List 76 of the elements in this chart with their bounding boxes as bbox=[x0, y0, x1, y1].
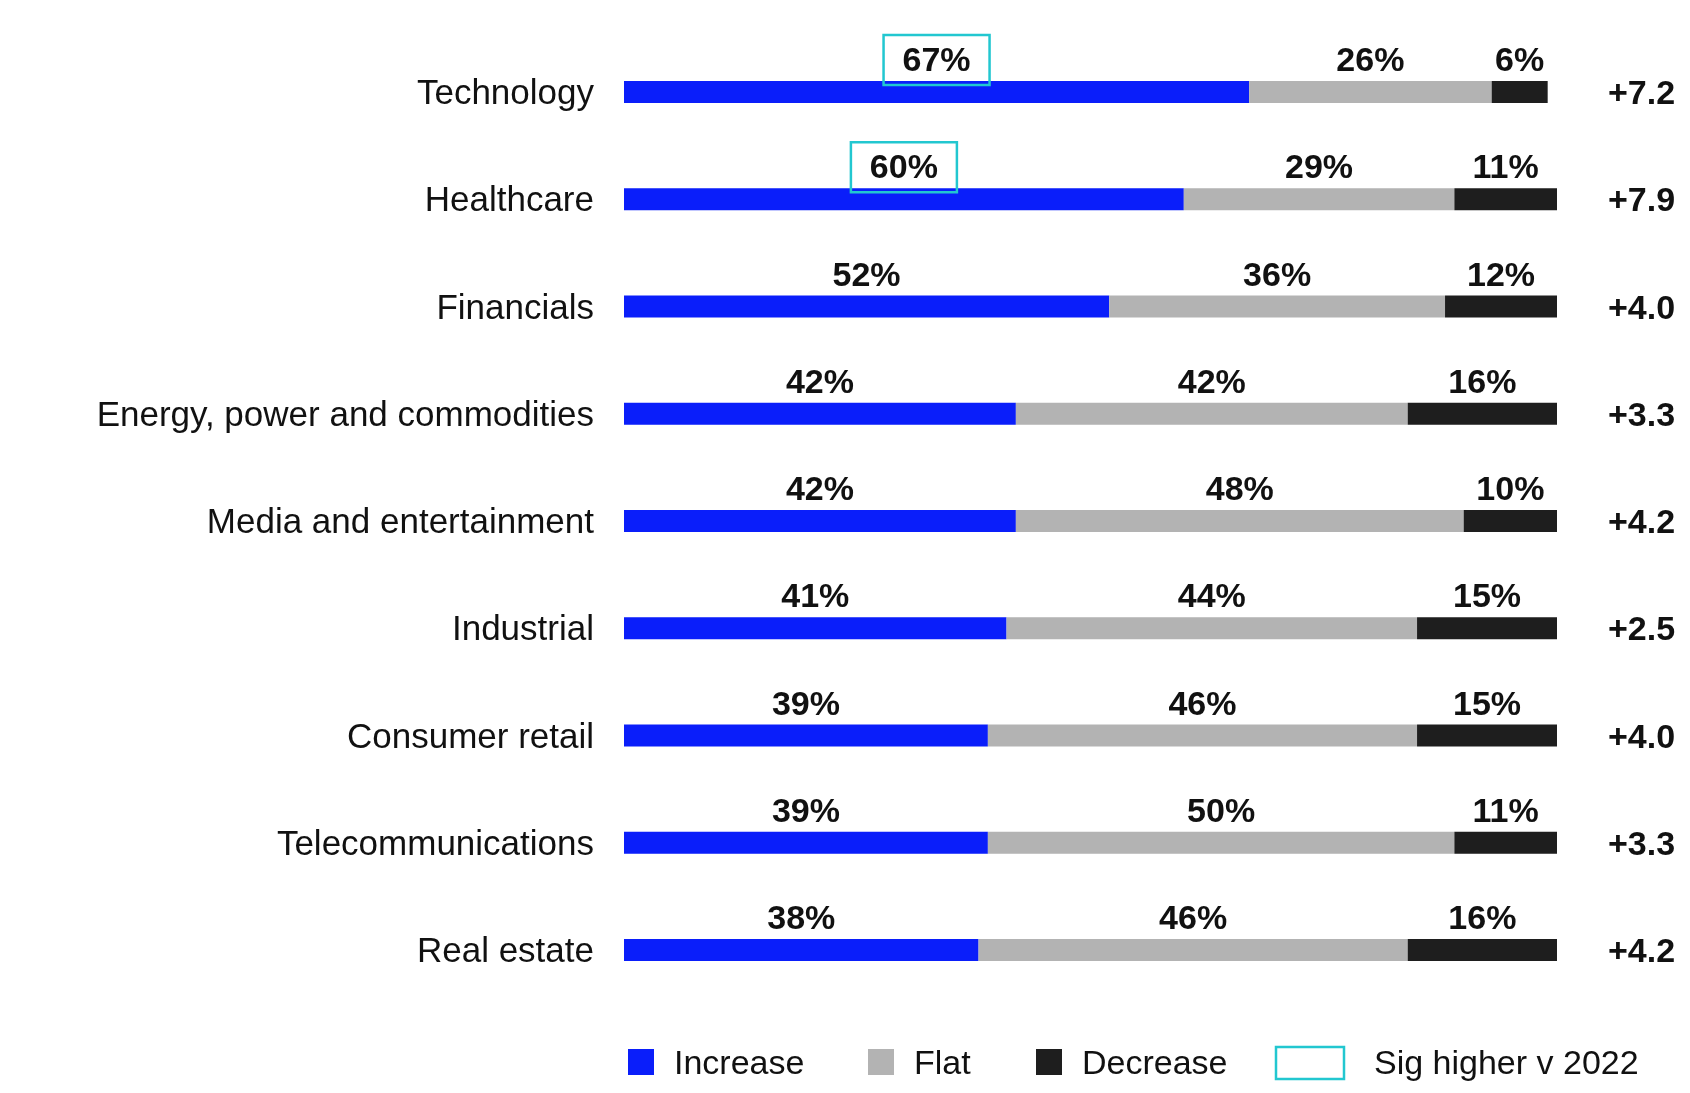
text: +7.2 bbox=[1608, 73, 1676, 111]
data-label: 39% bbox=[771, 790, 840, 829]
data-label: 50% bbox=[1187, 790, 1256, 829]
data-label: 36% bbox=[1243, 254, 1312, 293]
data-label: 46% bbox=[1159, 898, 1228, 936]
bar bbox=[1249, 81, 1492, 103]
bar bbox=[624, 617, 1007, 640]
text: +7.9 bbox=[1608, 180, 1676, 219]
data-label: 26% bbox=[1336, 40, 1405, 78]
data-label: 42% bbox=[785, 469, 854, 507]
bar bbox=[624, 510, 1016, 532]
bar bbox=[1417, 724, 1557, 747]
bar bbox=[987, 831, 1455, 854]
bar bbox=[624, 724, 988, 747]
bar bbox=[1109, 295, 1446, 318]
bar bbox=[624, 81, 1250, 103]
bar bbox=[1463, 510, 1557, 532]
bar bbox=[987, 724, 1418, 747]
data-label: 6% bbox=[1495, 40, 1545, 78]
legend-label: Increase bbox=[674, 1043, 805, 1081]
text: +4.0 bbox=[1608, 287, 1676, 326]
y-tick-label: Real estate bbox=[416, 930, 594, 969]
data-label: 29% bbox=[1285, 147, 1354, 186]
bar bbox=[1407, 402, 1557, 425]
bar bbox=[1407, 939, 1557, 961]
bar bbox=[1417, 617, 1557, 640]
text: +4.2 bbox=[1608, 502, 1676, 540]
bar bbox=[978, 939, 1408, 961]
text: +2.5 bbox=[1608, 609, 1676, 648]
data-label: 15% bbox=[1452, 683, 1522, 722]
data-label: 52% bbox=[832, 254, 901, 293]
data-label: 11% bbox=[1472, 790, 1539, 829]
bar bbox=[1015, 402, 1408, 425]
text: Sig higher v 2022 bbox=[1374, 1043, 1639, 1081]
y-tick-label: Technology bbox=[416, 72, 595, 111]
bar bbox=[1445, 295, 1557, 318]
y-tick-label: Industrial bbox=[451, 608, 594, 648]
data-label: 42% bbox=[1177, 361, 1246, 400]
bar bbox=[624, 402, 1016, 425]
y-tick-label: Energy, power and commodities bbox=[96, 393, 594, 433]
y-tick-label: Healthcare bbox=[424, 179, 594, 219]
annotation: 67% bbox=[902, 40, 971, 78]
data-label: 44% bbox=[1177, 576, 1246, 615]
bar bbox=[1454, 188, 1557, 211]
data-label: 39% bbox=[771, 683, 840, 722]
bar bbox=[1454, 831, 1557, 854]
data-label: 41% bbox=[781, 576, 850, 615]
y-tick-label: Financials bbox=[436, 286, 594, 326]
data-label: 46% bbox=[1168, 683, 1237, 722]
y-tick-label: Consumer retail bbox=[346, 715, 594, 755]
legend-label: Decrease bbox=[1082, 1043, 1228, 1081]
bar bbox=[624, 831, 988, 854]
text: +3.3 bbox=[1608, 823, 1676, 862]
data-label: 38% bbox=[767, 898, 836, 936]
text: +4.0 bbox=[1608, 716, 1676, 755]
y-tick-label: Telecommunications bbox=[276, 822, 594, 862]
bar bbox=[1015, 510, 1464, 532]
data-label: 16% bbox=[1448, 361, 1517, 400]
data-label: 10% bbox=[1476, 469, 1545, 507]
text: +4.2 bbox=[1608, 931, 1676, 969]
bar bbox=[1006, 617, 1418, 640]
bar bbox=[624, 295, 1110, 318]
data-label: 11% bbox=[1472, 147, 1539, 186]
bar bbox=[624, 939, 979, 961]
data-label: 42% bbox=[785, 361, 854, 400]
legend-label: Flat bbox=[914, 1043, 972, 1081]
bar bbox=[624, 188, 1184, 211]
bar bbox=[1491, 81, 1548, 103]
annotation: 60% bbox=[869, 147, 938, 186]
data-label: 16% bbox=[1448, 898, 1517, 936]
text: +3.3 bbox=[1608, 394, 1676, 433]
y-tick-label: Media and entertainment bbox=[206, 501, 595, 540]
data-label: 15% bbox=[1452, 576, 1522, 615]
data-label: 48% bbox=[1205, 469, 1274, 507]
data-label: 12% bbox=[1466, 254, 1536, 293]
bar bbox=[1183, 188, 1455, 211]
